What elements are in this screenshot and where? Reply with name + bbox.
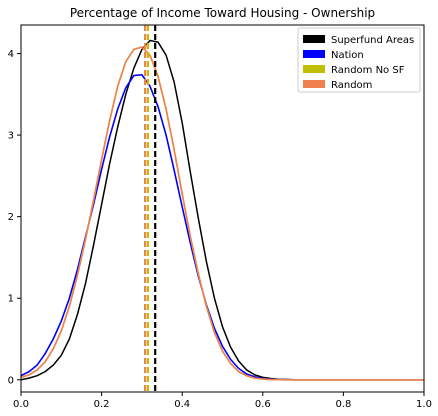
x-tick-label: 0.4 — [174, 399, 190, 410]
legend-swatch — [303, 35, 325, 43]
x-tick-label: 0.6 — [255, 399, 271, 410]
legend: Superfund Areas Nation Random No SF Random — [297, 27, 421, 93]
legend-label: Nation — [331, 50, 364, 61]
y-tick-label: 4 — [8, 49, 14, 60]
legend-label: Superfund Areas — [331, 35, 414, 46]
legend-box — [297, 27, 421, 93]
legend-swatch — [303, 65, 325, 73]
legend-swatch — [303, 50, 325, 58]
legend-label: Random — [331, 80, 372, 91]
y-tick-label: 2 — [8, 212, 14, 223]
x-tick-label: 0.8 — [335, 399, 351, 410]
x-tick-label: 0.0 — [13, 399, 29, 410]
chart-title: Percentage of Income Toward Housing - Ow… — [70, 6, 375, 20]
axes: 0.0 0.2 0.4 0.6 0.8 1.0 0 1 2 3 4 — [8, 24, 432, 410]
plot-area — [21, 25, 424, 392]
legend-swatch — [303, 80, 325, 88]
y-tick-label: 0 — [8, 375, 14, 386]
y-tick-label: 3 — [8, 131, 14, 142]
x-tick-label: 0.2 — [94, 399, 110, 410]
x-tick-label: 1.0 — [416, 399, 432, 410]
series-group — [21, 25, 424, 392]
y-tick-label: 1 — [8, 294, 14, 305]
legend-label: Random No SF — [331, 65, 405, 76]
axes-frame — [20, 24, 425, 393]
series-line-random — [21, 46, 424, 381]
